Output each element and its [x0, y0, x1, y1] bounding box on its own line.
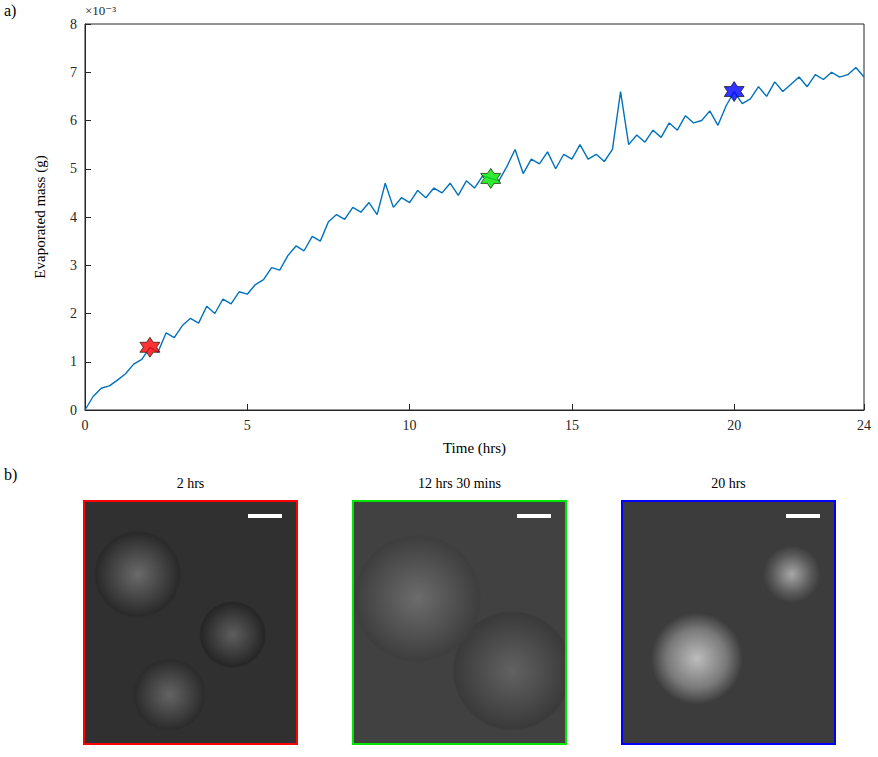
- svg-text:4: 4: [70, 210, 77, 225]
- html-text:2 hrs: 2 hrs: [176, 476, 205, 491]
- svg-text:6: 6: [70, 113, 77, 128]
- svg-text:7: 7: [70, 65, 77, 80]
- svg-text:×10⁻³: ×10⁻³: [85, 3, 116, 18]
- html-text:12 hrs 30 mins: 12 hrs 30 mins: [418, 476, 501, 491]
- html-text:b): b): [4, 466, 18, 483]
- svg-text:Time (hrs): Time (hrs): [443, 440, 506, 457]
- svg-text:3: 3: [70, 258, 77, 273]
- svg-text:0: 0: [70, 403, 77, 418]
- svg-text:20: 20: [727, 418, 741, 433]
- svg-text:1: 1: [70, 354, 77, 369]
- svg-text:0: 0: [82, 418, 89, 433]
- svg-text:2: 2: [70, 306, 77, 321]
- html-text:20 hrs: 20 hrs: [711, 476, 746, 491]
- svg-text:10: 10: [403, 418, 417, 433]
- svg-text:8: 8: [70, 17, 77, 32]
- svg-text:15: 15: [565, 418, 579, 433]
- svg-text:a): a): [4, 2, 16, 20]
- svg-text:5: 5: [244, 418, 251, 433]
- svg-text:5: 5: [70, 161, 77, 176]
- svg-text:24: 24: [857, 418, 871, 433]
- svg-text:Evaporated mass (g): Evaporated mass (g): [32, 155, 49, 278]
